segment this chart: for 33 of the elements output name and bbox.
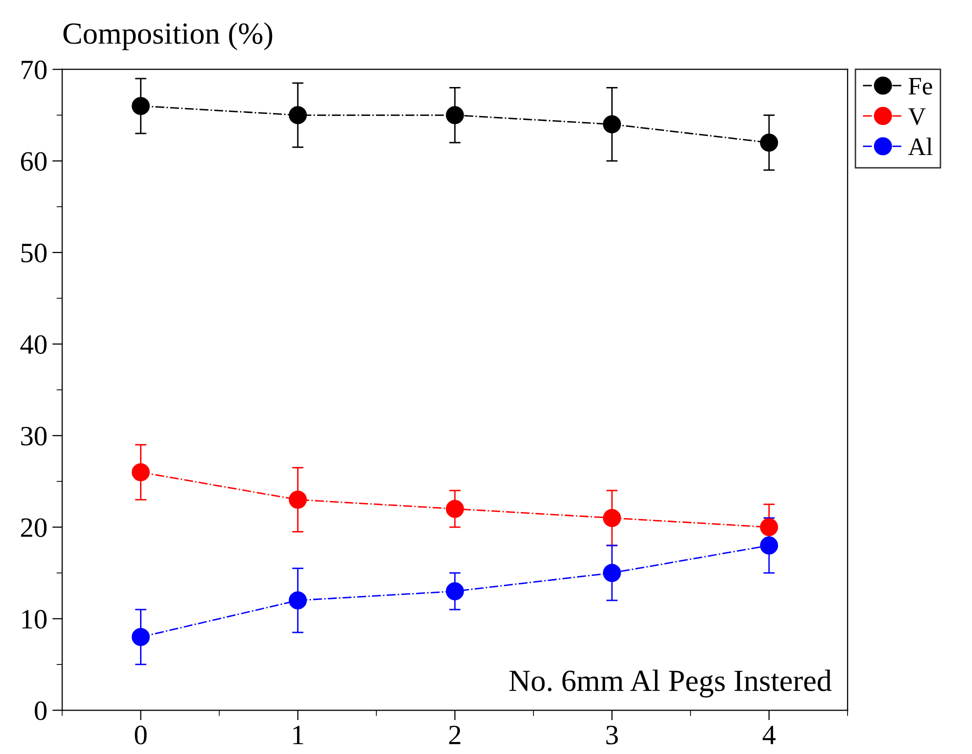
legend-label: V: [908, 108, 926, 126]
point: [288, 106, 307, 124]
y-tick-label: 30: [21, 426, 47, 446]
point: [760, 518, 778, 536]
x-tick-label: 4: [762, 726, 776, 744]
y-tick-label: 40: [20, 335, 47, 354]
point: [446, 582, 464, 600]
point: [602, 508, 621, 528]
point: [446, 106, 464, 124]
y-tick-label: 20: [21, 518, 47, 538]
y-tick-label: 60: [21, 152, 47, 171]
point: [446, 500, 464, 518]
point: [132, 463, 150, 482]
point: [288, 490, 307, 509]
legend-label: Fe: [908, 78, 932, 95]
x-tick-label: 3: [606, 726, 618, 744]
point: [132, 96, 150, 116]
x-tick-label: 1: [293, 726, 304, 744]
x-axis-title: No. 6mm Al Pegs Instered: [509, 670, 832, 698]
y-tick-label: 50: [21, 244, 47, 262]
x-tick-label: 0: [134, 726, 147, 744]
point: [602, 115, 621, 134]
y-tick-label: 0: [34, 701, 47, 720]
point: [760, 536, 778, 554]
x-tick-label: 2: [449, 726, 460, 744]
legend-label: Al: [908, 138, 932, 156]
point: [602, 564, 621, 582]
point: [132, 628, 150, 646]
y-tick-label: 10: [22, 610, 47, 629]
point: [760, 134, 778, 152]
y-tick-label: 70: [22, 60, 47, 80]
point: [288, 591, 307, 610]
y-axis-title: Composition (%): [63, 22, 272, 50]
